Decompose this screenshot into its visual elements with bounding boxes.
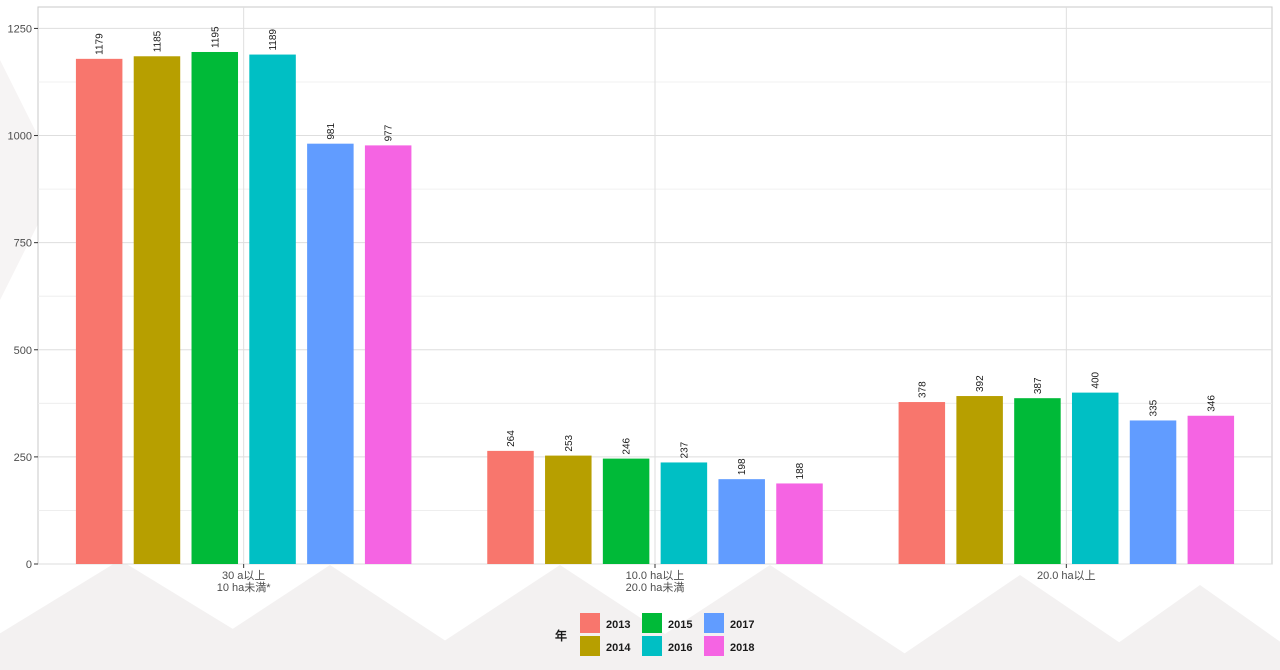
background-chevron-shape xyxy=(1080,585,1280,670)
x-tick-label: 20.0 ha未満 xyxy=(626,581,685,594)
bar-value-label: 1179 xyxy=(95,33,106,55)
bar-value-label: 346 xyxy=(1206,395,1217,412)
legend-label: 2015 xyxy=(668,619,692,631)
bar-value-label: 198 xyxy=(737,458,748,475)
bar-value-label: 246 xyxy=(622,437,633,454)
legend-swatch xyxy=(704,636,724,656)
legend-swatch xyxy=(642,613,662,633)
bar xyxy=(602,458,650,564)
x-tick-label: 20.0 ha以上 xyxy=(1037,569,1096,582)
bar xyxy=(1187,415,1235,564)
bar xyxy=(75,58,123,565)
bar xyxy=(249,54,296,564)
bar xyxy=(307,143,354,564)
legend-swatch xyxy=(580,613,600,633)
x-tick-label: 10 ha未満* xyxy=(217,581,272,594)
legend-label: 2018 xyxy=(730,642,754,654)
bar-value-label: 264 xyxy=(506,430,517,447)
y-tick-label: 0 xyxy=(26,559,32,571)
background-chevron-shape xyxy=(400,565,720,670)
bar-value-label: 1189 xyxy=(268,29,279,51)
bar xyxy=(133,56,181,565)
background-chevron-shape xyxy=(610,565,930,670)
bar xyxy=(545,455,592,564)
legend-title: 年 xyxy=(555,628,567,643)
legend-swatch xyxy=(580,636,600,656)
bar xyxy=(364,145,412,565)
background-chevron-shape xyxy=(880,575,1160,670)
bar-value-label: 1195 xyxy=(210,26,221,48)
y-tick-label: 1000 xyxy=(8,131,32,143)
legend-swatch xyxy=(642,636,662,656)
legend-swatch xyxy=(704,613,724,633)
bar-value-label: 400 xyxy=(1091,371,1102,388)
bar xyxy=(1129,420,1177,564)
background-chevron-shape xyxy=(0,60,60,300)
bar xyxy=(1071,392,1119,564)
bar-value-label: 188 xyxy=(795,462,806,479)
bar-value-label: 335 xyxy=(1149,399,1160,416)
bar xyxy=(956,396,1003,564)
y-tick-label: 250 xyxy=(14,452,32,464)
legend-label: 2014 xyxy=(606,642,631,654)
y-tick-label: 750 xyxy=(14,238,32,250)
legend-label: 2013 xyxy=(606,619,630,631)
bar xyxy=(898,402,946,564)
bar xyxy=(1014,398,1061,564)
bar-value-label: 378 xyxy=(917,381,928,398)
y-tick-label: 1250 xyxy=(8,23,32,35)
bar xyxy=(660,462,708,564)
y-axis: 0 250 500 750 1000 1250 xyxy=(8,23,38,571)
data-labels: 1179 264 378 1185 253 392 1195 246 387 1189 237 400… xyxy=(95,26,1218,479)
bar-value-label: 387 xyxy=(1033,377,1044,394)
y-tick-label: 500 xyxy=(14,345,32,357)
legend-label: 2017 xyxy=(730,619,754,631)
bar xyxy=(191,51,239,564)
x-tick-label: 10.0 ha以上 xyxy=(626,569,685,582)
bar-value-label: 1185 xyxy=(152,30,163,52)
bar-value-label: 392 xyxy=(975,375,986,392)
legend-label: 2016 xyxy=(668,642,692,654)
background-chevron-shape xyxy=(170,565,490,670)
bar-value-label: 237 xyxy=(679,441,690,458)
legend: 年 2013 2014 2015 2016 2017 2018 xyxy=(555,613,754,656)
bar xyxy=(487,450,534,564)
bar-value-label: 977 xyxy=(384,124,395,141)
background-decoration xyxy=(0,60,1280,670)
bar xyxy=(718,479,765,564)
x-tick-label: 30 a以上 xyxy=(222,569,265,582)
bar-value-label: 253 xyxy=(564,434,575,451)
bar xyxy=(776,483,823,564)
bars xyxy=(75,51,1235,565)
bar-value-label: 981 xyxy=(326,123,337,140)
